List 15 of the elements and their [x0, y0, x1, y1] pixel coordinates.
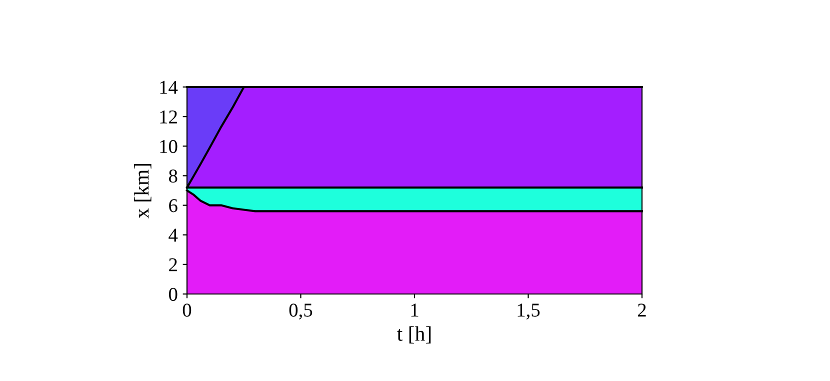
y-tick-label: 10: [160, 140, 178, 154]
x-axis-title: t [h]: [397, 326, 431, 344]
y-tick-label: 12: [160, 110, 177, 124]
y-tick-label: 0: [168, 288, 178, 301]
y-tick-label: 6: [169, 199, 178, 212]
y-tick-label: 4: [168, 228, 178, 242]
x-tick-label: 0: [182, 304, 192, 317]
x-tick-label: 1,5: [518, 304, 540, 320]
y-tick-label: 8: [168, 170, 178, 183]
y-axis-title: x [km]: [134, 164, 152, 218]
x-tick-label: 2: [638, 304, 646, 317]
y-tick-label: 14: [160, 80, 178, 94]
x-tick-label: 1: [411, 304, 418, 317]
x-tick-label: 0,5: [289, 304, 312, 320]
y-tick-label: 2: [169, 258, 177, 272]
